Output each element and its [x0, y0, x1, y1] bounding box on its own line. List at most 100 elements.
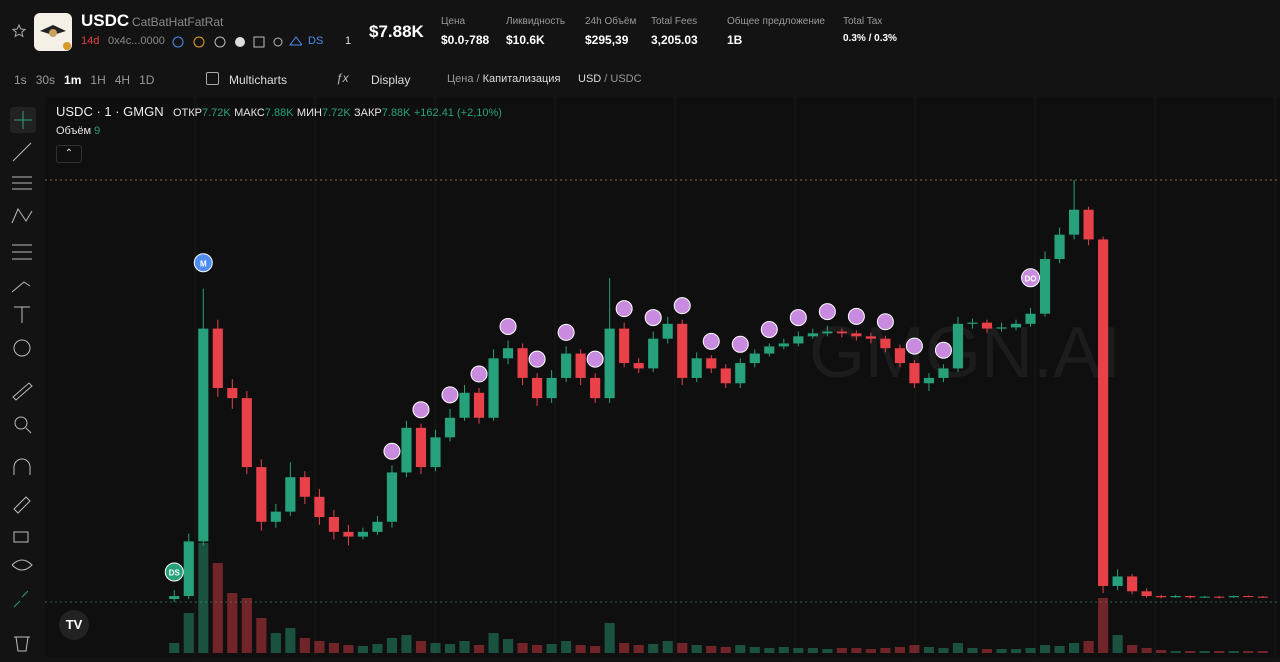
candle-body [241, 398, 252, 468]
open-label: ОТКР [172, 107, 202, 119]
volume-bar [488, 633, 499, 653]
token-logo [34, 13, 72, 51]
candle-body [807, 333, 818, 337]
low-value: 7.72K [321, 107, 351, 119]
candle-body [386, 472, 398, 522]
volume-bar [880, 648, 891, 653]
candle-body [357, 531, 369, 537]
marker-circle [164, 562, 184, 582]
candle-body [546, 377, 557, 399]
volume-bar [256, 618, 267, 653]
interval[interactable]: 4H [114, 73, 131, 87]
star-icon[interactable] [12, 24, 26, 38]
volume-bar [764, 648, 775, 653]
volume-bar [677, 643, 688, 653]
volume-bar [749, 647, 760, 653]
volume-bar [648, 644, 659, 653]
interval[interactable]: 30s [35, 73, 56, 87]
price-toggle[interactable]: Цена / Капитализация [447, 73, 561, 85]
price-chart: GMGN.AI M DS DO [45, 97, 1280, 657]
volume-bar [735, 645, 746, 653]
volume-bar [691, 645, 702, 653]
intervals: 1s 30s 1m 1H 4H 1D [14, 73, 163, 87]
display[interactable]: Display [371, 73, 411, 87]
volume-bar [706, 646, 717, 653]
candle-body [1257, 596, 1268, 598]
low-label: МИН [296, 107, 322, 119]
candle-body [444, 417, 456, 438]
watermark: GMGN.AI [809, 313, 1121, 393]
volume-bar [1112, 635, 1123, 653]
interval[interactable]: 1s [14, 73, 27, 87]
stat-label: Total Tax [843, 16, 883, 27]
interval[interactable]: 1H [90, 73, 106, 87]
candle-body [590, 377, 601, 399]
usd: USD [578, 73, 602, 85]
toolbar: 1s 30s 1m 1H 4H 1D Multicharts ƒx Display Цен… [0, 62, 1280, 96]
trade-bubble [644, 309, 662, 327]
marker-label: DS [169, 569, 181, 578]
candle-body [473, 392, 485, 418]
candle-body [328, 517, 339, 532]
currency-toggle[interactable]: USD / USDC [578, 73, 642, 85]
trade-bubble [673, 297, 691, 315]
volume-bar [517, 643, 528, 653]
volume-bar [807, 648, 818, 653]
candle-body [227, 388, 238, 399]
checkbox[interactable] [206, 72, 219, 85]
volume-bar [241, 598, 252, 653]
trade-bubble [789, 309, 807, 327]
address[interactable]: 0x4c...0000 [108, 35, 165, 47]
candle-body [720, 368, 731, 384]
candle-body [691, 358, 702, 378]
volume-bar [183, 613, 194, 653]
candle-body [894, 348, 905, 364]
volume-bar [894, 647, 905, 653]
chart-area: GMGN.AI M DS DO USDC · 1 · GMGN ОТКР7.72K … [45, 97, 1280, 657]
volume-bar [996, 649, 1007, 653]
candle-body [764, 346, 775, 354]
candle-body [372, 521, 383, 532]
volume-bar [836, 648, 847, 653]
trade-bubble [383, 442, 401, 460]
interval[interactable]: 1m [64, 73, 82, 87]
trade-bubble [557, 323, 575, 341]
volume-bar [590, 646, 601, 653]
volume-bar [546, 644, 557, 653]
volume-bar [952, 643, 964, 653]
social-icons [172, 36, 302, 48]
trade-bubble [528, 350, 546, 368]
candle-body [851, 333, 862, 337]
candle-body [1010, 323, 1022, 328]
fx-icon[interactable]: ƒx [336, 71, 349, 85]
volume-bar [386, 638, 398, 653]
volume-bar [227, 593, 238, 653]
volume-bar [865, 649, 876, 653]
volume-bar [328, 643, 339, 653]
volume-bar [851, 648, 862, 653]
collapse-button[interactable]: ⌃ [56, 145, 82, 163]
volume-bar [285, 628, 296, 653]
stat-value: $0.0₇788 [441, 33, 490, 47]
tv-logo[interactable]: TV [59, 610, 89, 640]
volume-bar [357, 646, 369, 653]
candle-body [256, 467, 267, 522]
candle-body [517, 348, 528, 378]
volume-bar [372, 644, 383, 653]
stat-value: 1B [727, 33, 743, 47]
volume-bar [532, 645, 543, 653]
ds-tag[interactable]: DS [308, 35, 324, 47]
candle-body [996, 327, 1007, 329]
candle-body [952, 323, 964, 369]
volume-label: Объём [56, 125, 92, 137]
interval[interactable]: 1D [139, 73, 155, 87]
volume-bar [314, 641, 325, 653]
candle-body [648, 338, 659, 369]
candle-body [880, 338, 891, 349]
volume-bar [1228, 651, 1239, 653]
trade-bubble [760, 320, 778, 338]
multicharts[interactable]: Multicharts [229, 73, 288, 87]
legend: USDC · 1 · GMGN ОТКР7.72K МАКС7.88K МИН7… [56, 104, 502, 119]
candle-body [1199, 596, 1210, 598]
tool-icons [10, 107, 36, 652]
